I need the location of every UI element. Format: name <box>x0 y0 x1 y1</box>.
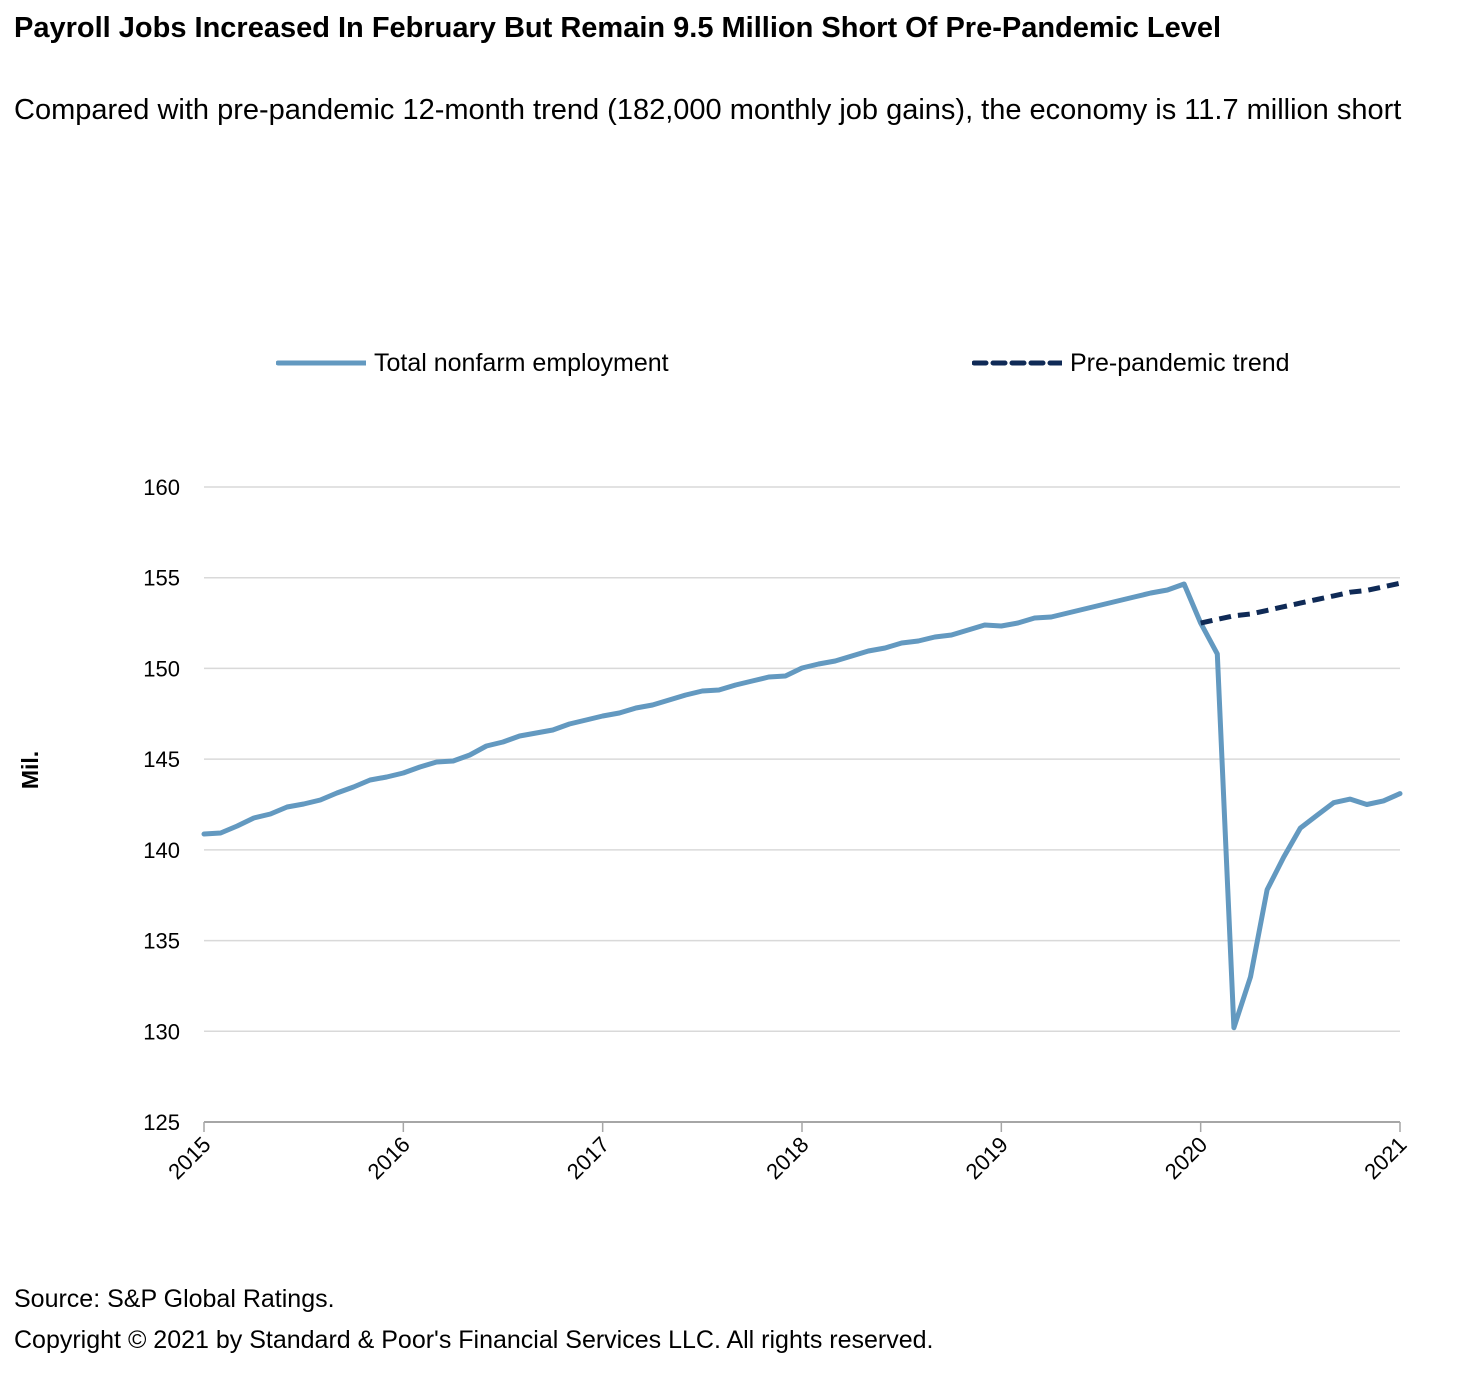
legend: Total nonfarm employment Pre-pandemic tr… <box>0 346 1470 380</box>
x-tick-label: 2015 <box>163 1132 215 1184</box>
series-line-total-nonfarm <box>201 581 1403 1031</box>
y-tick-label: 130 <box>143 1019 180 1044</box>
source-note: Source: S&P Global Ratings. <box>14 1285 335 1313</box>
legend-label: Pre-pandemic trend <box>1070 348 1290 377</box>
legend-swatch-solid <box>276 360 366 366</box>
y-tick-label: 160 <box>143 475 180 500</box>
legend-label: Total nonfarm employment <box>374 348 669 377</box>
x-tick-label: 2021 <box>1359 1132 1411 1184</box>
x-tick-label: 2017 <box>562 1132 614 1184</box>
y-tick-label: 140 <box>143 838 180 863</box>
x-axis: 2015 2016 2017 2018 2019 2020 2021 <box>163 1121 1412 1184</box>
y-axis-ticks: 125 130 135 140 145 150 155 160 <box>143 475 180 1135</box>
y-tick-label: 150 <box>143 656 180 681</box>
chart-subtitle: Compared with pre-pandemic 12-month tren… <box>14 94 1402 126</box>
y-tick-label: 145 <box>143 747 180 772</box>
y-tick-label: 135 <box>143 929 180 954</box>
x-tick-label: 2016 <box>363 1132 415 1184</box>
series-lines <box>201 580 1403 1031</box>
copyright-note: Copyright © 2021 by Standard & Poor's Fi… <box>14 1326 934 1354</box>
chart-title: Payroll Jobs Increased In February But R… <box>14 12 1222 44</box>
legend-item-pre-pandemic-trend: Pre-pandemic trend <box>972 346 1290 380</box>
y-tick-label: 125 <box>143 1110 180 1135</box>
series-line-pre-pandemic-trend <box>1200 580 1401 626</box>
y-axis-title: Mil. <box>17 751 43 789</box>
x-tick-label: 2019 <box>961 1132 1013 1184</box>
legend-item-total-nonfarm: Total nonfarm employment <box>276 346 669 380</box>
x-tick-label: 2020 <box>1160 1132 1212 1184</box>
legend-swatch-dashed <box>972 360 1062 366</box>
y-tick-label: 155 <box>143 566 180 591</box>
x-tick-label: 2018 <box>761 1132 813 1184</box>
